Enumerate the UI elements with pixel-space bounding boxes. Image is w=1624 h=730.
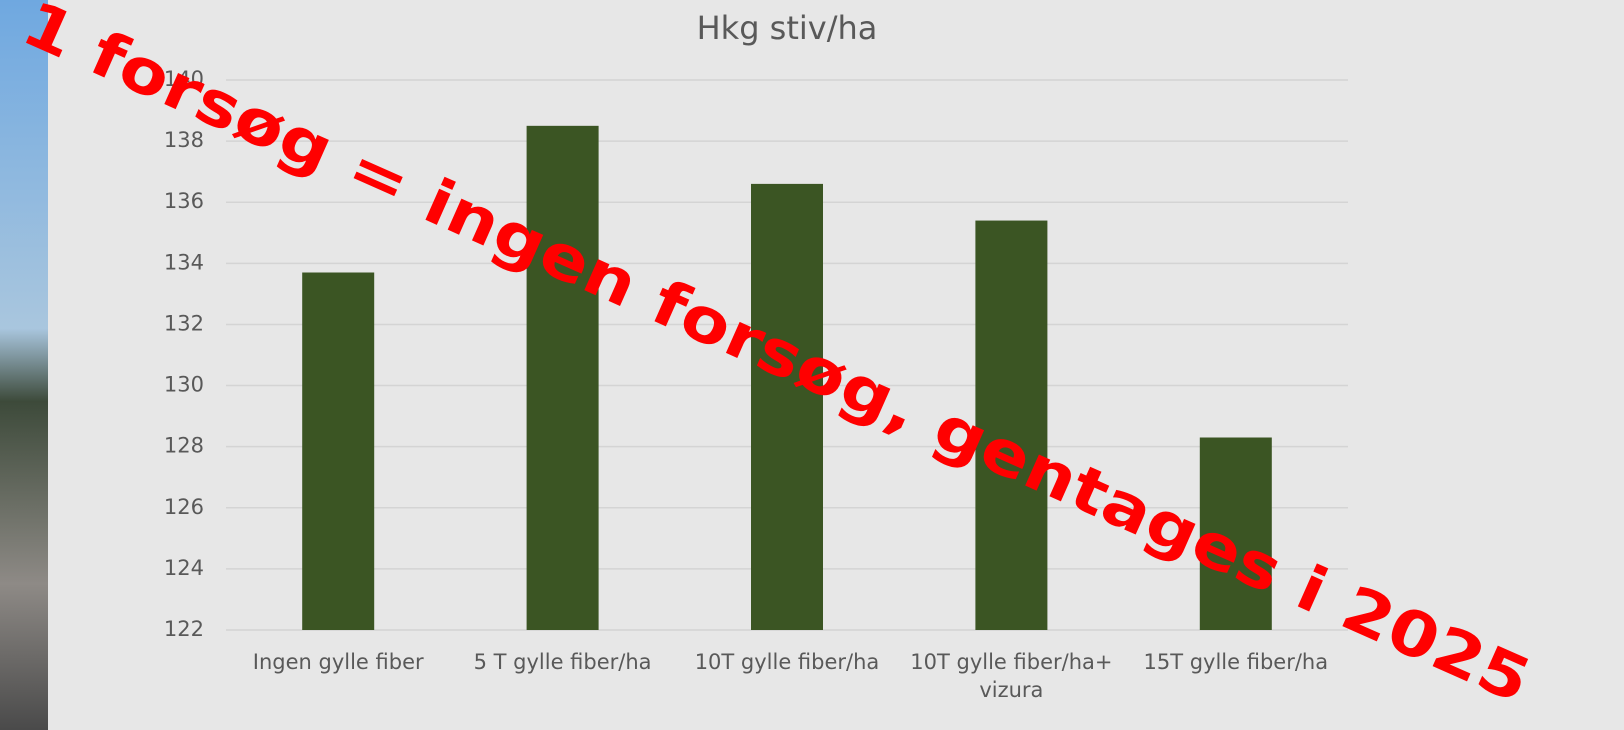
x-tick-label: 10T gylle fiber/ha+ vizura: [910, 650, 1113, 702]
bar: [302, 272, 375, 630]
x-tick-label: 5 T gylle fiber/ha: [473, 650, 652, 674]
x-tick-label: 15T gylle fiber/ha: [1143, 650, 1329, 674]
y-tick-label: 138: [164, 128, 204, 152]
y-tick-label: 122: [164, 617, 204, 641]
bar: [975, 220, 1048, 631]
y-tick-label: 124: [164, 556, 204, 580]
y-tick-label: 140: [164, 67, 204, 91]
x-tick-label: 10T gylle fiber/ha: [694, 650, 880, 674]
y-tick-label: 130: [164, 373, 204, 397]
bar: [1199, 437, 1272, 630]
y-tick-label: 126: [164, 495, 204, 519]
y-tick-label: 134: [164, 250, 204, 274]
y-tick-label: 136: [164, 189, 204, 213]
photo-strip: [0, 0, 48, 730]
y-tick-label: 132: [164, 311, 204, 335]
x-tick-label: Ingen gylle fiber: [252, 650, 424, 674]
bar: [751, 183, 823, 630]
y-tick-label: 128: [164, 434, 204, 458]
bar: [526, 125, 599, 630]
chart-title: Hkg stiv/ha: [697, 9, 878, 47]
